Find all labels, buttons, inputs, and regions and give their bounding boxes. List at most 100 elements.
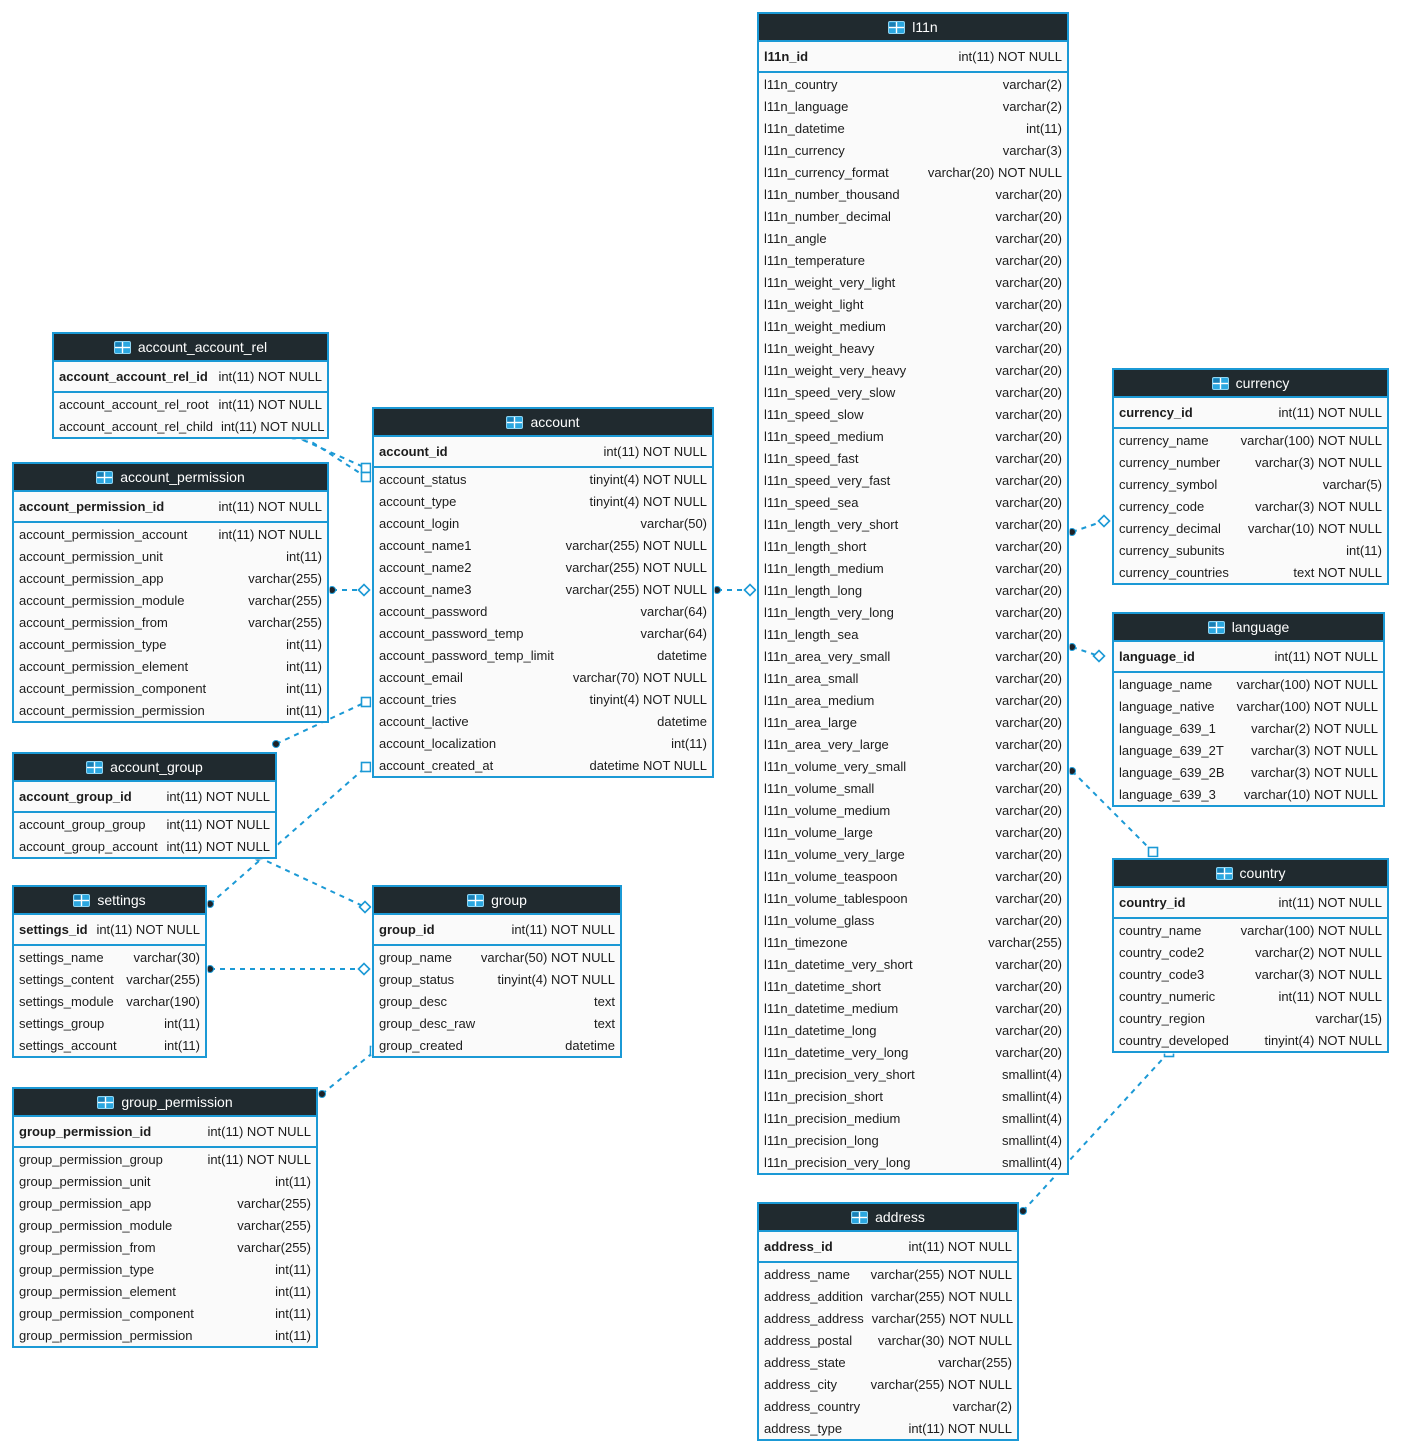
field-row[interactable]: l11n_currency_format varchar(20) NOT NULL [759, 161, 1067, 183]
field-row[interactable]: group_permission_app varchar(255) [14, 1192, 316, 1214]
primary-key-row[interactable]: address_id int(11) NOT NULL [759, 1232, 1017, 1263]
table-header-account[interactable]: account [374, 409, 712, 437]
field-row[interactable]: group_desc_raw text [374, 1012, 620, 1034]
field-row[interactable]: settings_name varchar(30) [14, 946, 205, 968]
field-row[interactable]: l11n_datetime_very_long varchar(20) [759, 1041, 1067, 1063]
table-header-l11n[interactable]: l11n [759, 14, 1067, 42]
field-row[interactable]: l11n_precision_long smallint(4) [759, 1129, 1067, 1151]
field-row[interactable]: account_group_group int(11) NOT NULL [14, 813, 275, 835]
field-row[interactable]: language_639_2T varchar(3) NOT NULL [1114, 739, 1383, 761]
field-row[interactable]: country_region varchar(15) [1114, 1007, 1387, 1029]
field-row[interactable]: l11n_datetime_very_short varchar(20) [759, 953, 1067, 975]
primary-key-row[interactable]: language_id int(11) NOT NULL [1114, 642, 1383, 673]
relation-l11n-language[interactable] [1068, 643, 1106, 663]
table-header-account_group[interactable]: account_group [14, 754, 275, 782]
field-row[interactable]: account_created_at datetime NOT NULL [374, 754, 712, 776]
field-row[interactable]: l11n_weight_very_heavy varchar(20) [759, 359, 1067, 381]
field-row[interactable]: currency_number varchar(3) NOT NULL [1114, 451, 1387, 473]
table-header-currency[interactable]: currency [1114, 370, 1387, 398]
field-row[interactable]: l11n_length_very_long varchar(20) [759, 601, 1067, 623]
field-row[interactable]: currency_symbol varchar(5) [1114, 473, 1387, 495]
field-row[interactable]: account_permission_element int(11) [14, 655, 327, 677]
relation-account_permission-account[interactable] [328, 583, 371, 597]
field-row[interactable]: l11n_number_decimal varchar(20) [759, 205, 1067, 227]
primary-key-row[interactable]: settings_id int(11) NOT NULL [14, 915, 205, 946]
table-header-group[interactable]: group [374, 887, 620, 915]
table-group_permission[interactable]: group_permission group_permission_id int(1… [12, 1087, 318, 1348]
field-row[interactable]: l11n_precision_very_long smallint(4) [759, 1151, 1067, 1173]
field-row[interactable]: l11n_length_medium varchar(20) [759, 557, 1067, 579]
table-header-account_account_rel[interactable]: account_account_rel [54, 334, 327, 362]
field-row[interactable]: l11n_area_medium varchar(20) [759, 689, 1067, 711]
field-row[interactable]: language_639_2B varchar(3) NOT NULL [1114, 761, 1383, 783]
field-row[interactable]: l11n_speed_fast varchar(20) [759, 447, 1067, 469]
field-row[interactable]: address_city varchar(255) NOT NULL [759, 1373, 1017, 1395]
primary-key-row[interactable]: account_permission_id int(11) NOT NULL [14, 492, 327, 523]
field-row[interactable]: account_permission_component int(11) [14, 677, 327, 699]
field-row[interactable]: country_numeric int(11) NOT NULL [1114, 985, 1387, 1007]
primary-key-row[interactable]: country_id int(11) NOT NULL [1114, 888, 1387, 919]
field-row[interactable]: l11n_datetime_medium varchar(20) [759, 997, 1067, 1019]
field-row[interactable]: group_permission_group int(11) NOT NULL [14, 1148, 316, 1170]
field-row[interactable]: l11n_angle varchar(20) [759, 227, 1067, 249]
field-row[interactable]: l11n_volume_large varchar(20) [759, 821, 1067, 843]
field-row[interactable]: currency_name varchar(100) NOT NULL [1114, 429, 1387, 451]
field-row[interactable]: account_tries tinyint(4) NOT NULL [374, 688, 712, 710]
table-settings[interactable]: settings settings_id int(11) NOT NULL setti… [12, 885, 207, 1058]
field-row[interactable]: l11n_temperature varchar(20) [759, 249, 1067, 271]
field-row[interactable]: account_account_rel_root int(11) NOT NULL [54, 393, 327, 415]
field-row[interactable]: country_code3 varchar(3) NOT NULL [1114, 963, 1387, 985]
field-row[interactable]: account_name1 varchar(255) NOT NULL [374, 534, 712, 556]
field-row[interactable]: country_developed tinyint(4) NOT NULL [1114, 1029, 1387, 1051]
field-row[interactable]: account_account_rel_child int(11) NOT NUL… [54, 415, 327, 437]
field-row[interactable]: group_permission_type int(11) [14, 1258, 316, 1280]
table-header-settings[interactable]: settings [14, 887, 205, 915]
primary-key-row[interactable]: l11n_id int(11) NOT NULL [759, 42, 1067, 73]
field-row[interactable]: address_country varchar(2) [759, 1395, 1017, 1417]
table-account_account_rel[interactable]: account_account_rel account_account_rel_i… [52, 332, 329, 439]
table-header-country[interactable]: country [1114, 860, 1387, 888]
field-row[interactable]: l11n_speed_slow varchar(20) [759, 403, 1067, 425]
field-row[interactable]: l11n_weight_heavy varchar(20) [759, 337, 1067, 359]
table-group[interactable]: group group_id int(11) NOT NULL group_name v… [372, 885, 622, 1058]
field-row[interactable]: account_permission_module varchar(255) [14, 589, 327, 611]
field-row[interactable]: group_name varchar(50) NOT NULL [374, 946, 620, 968]
primary-key-row[interactable]: group_id int(11) NOT NULL [374, 915, 620, 946]
field-row[interactable]: l11n_speed_very_slow varchar(20) [759, 381, 1067, 403]
field-row[interactable]: l11n_volume_glass varchar(20) [759, 909, 1067, 931]
field-row[interactable]: l11n_datetime int(11) [759, 117, 1067, 139]
field-row[interactable]: account_type tinyint(4) NOT NULL [374, 490, 712, 512]
field-row[interactable]: account_status tinyint(4) NOT NULL [374, 468, 712, 490]
field-row[interactable]: account_lactive datetime [374, 710, 712, 732]
field-row[interactable]: l11n_speed_very_fast varchar(20) [759, 469, 1067, 491]
primary-key-row[interactable]: account_id int(11) NOT NULL [374, 437, 712, 468]
field-row[interactable]: l11n_timezone varchar(255) [759, 931, 1067, 953]
field-row[interactable]: group_permission_from varchar(255) [14, 1236, 316, 1258]
field-row[interactable]: l11n_weight_medium varchar(20) [759, 315, 1067, 337]
field-row[interactable]: l11n_language varchar(2) [759, 95, 1067, 117]
field-row[interactable]: l11n_weight_very_light varchar(20) [759, 271, 1067, 293]
field-row[interactable]: group_permission_element int(11) [14, 1280, 316, 1302]
table-l11n[interactable]: l11n l11n_id int(11) NOT NULL l11n_country v… [757, 12, 1069, 1175]
field-row[interactable]: l11n_length_very_short varchar(20) [759, 513, 1067, 535]
field-row[interactable]: l11n_precision_short smallint(4) [759, 1085, 1067, 1107]
field-row[interactable]: language_native varchar(100) NOT NULL [1114, 695, 1383, 717]
field-row[interactable]: l11n_length_sea varchar(20) [759, 623, 1067, 645]
field-row[interactable]: address_type int(11) NOT NULL [759, 1417, 1017, 1439]
primary-key-row[interactable]: currency_id int(11) NOT NULL [1114, 398, 1387, 429]
field-row[interactable]: l11n_datetime_long varchar(20) [759, 1019, 1067, 1041]
relation-l11n-currency[interactable] [1068, 514, 1111, 536]
field-row[interactable]: currency_code varchar(3) NOT NULL [1114, 495, 1387, 517]
field-row[interactable]: l11n_volume_teaspoon varchar(20) [759, 865, 1067, 887]
field-row[interactable]: l11n_volume_small varchar(20) [759, 777, 1067, 799]
field-row[interactable]: l11n_volume_very_large varchar(20) [759, 843, 1067, 865]
table-language[interactable]: language language_id int(11) NOT NULL langu… [1112, 612, 1385, 807]
field-row[interactable]: account_localization int(11) [374, 732, 712, 754]
field-row[interactable]: group_created datetime [374, 1034, 620, 1056]
field-row[interactable]: l11n_number_thousand varchar(20) [759, 183, 1067, 205]
field-row[interactable]: address_address varchar(255) NOT NULL [759, 1307, 1017, 1329]
field-row[interactable]: l11n_speed_sea varchar(20) [759, 491, 1067, 513]
field-row[interactable]: country_name varchar(100) NOT NULL [1114, 919, 1387, 941]
field-row[interactable]: account_group_account int(11) NOT NULL [14, 835, 275, 857]
field-row[interactable]: account_email varchar(70) NOT NULL [374, 666, 712, 688]
